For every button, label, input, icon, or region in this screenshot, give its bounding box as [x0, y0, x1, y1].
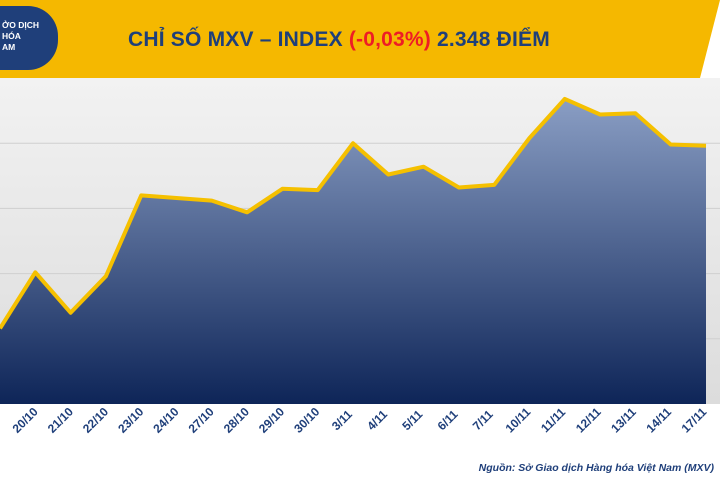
x-tick-label: 23/10	[115, 404, 146, 435]
x-tick-label: 22/10	[80, 404, 111, 435]
x-tick-label: 3/11	[329, 407, 355, 433]
x-tick-label: 29/10	[256, 404, 287, 435]
x-tick-label: 12/11	[573, 405, 604, 436]
x-tick-label: 5/11	[399, 407, 425, 433]
index-area-chart: 20/10 21/10 22/10 23/10 24/10 27/10 28/10 29/10…	[0, 78, 720, 436]
header-yellow-bar	[0, 0, 720, 78]
logo-line-2: HÓA	[2, 31, 21, 41]
chart-title: CHỈ SỐ MXV – INDEX (-0,03%) 2.348 ĐIỂM	[128, 28, 550, 52]
mxv-logo: ỞO DỊCH HÓA AM	[0, 6, 58, 70]
x-tick-label: 11/11	[538, 405, 568, 435]
x-tick-labels: 20/10 21/10 22/10 23/10 24/10 27/10 28/10 29/10…	[10, 404, 710, 435]
x-tick-label: 10/11	[503, 405, 534, 436]
x-tick-label: 27/10	[186, 404, 217, 435]
series-line	[0, 96, 707, 330]
x-tick-label: 21/10	[45, 404, 76, 435]
x-tick-label: 4/11	[364, 407, 390, 433]
title-change: (-0,03%)	[348, 28, 431, 51]
x-tick-label: 30/10	[291, 404, 322, 435]
x-tick-label: 14/11	[643, 405, 674, 436]
logo-line-1: ỞO DỊCH	[2, 20, 40, 30]
header-band	[0, 0, 720, 78]
series-area	[0, 98, 706, 405]
logo-line-3: AM	[2, 42, 16, 52]
title-prefix: CHỈ SỐ MXV – INDEX	[128, 28, 349, 51]
x-tick-label: 28/10	[221, 404, 252, 435]
x-tick-label: 7/11	[470, 407, 496, 433]
x-tick-label: 6/11	[435, 407, 461, 433]
title-suffix: 2.348 ĐIỂM	[430, 28, 550, 51]
x-tick-label: 24/10	[150, 404, 181, 435]
source-note: Nguồn: Sở Giao dịch Hàng hóa Việt Nam (M…	[478, 462, 714, 474]
x-tick-label: 13/11	[608, 405, 639, 436]
x-tick-label: 17/11	[679, 405, 710, 436]
x-tick-label: 20/10	[10, 404, 41, 435]
header-background	[0, 0, 720, 78]
